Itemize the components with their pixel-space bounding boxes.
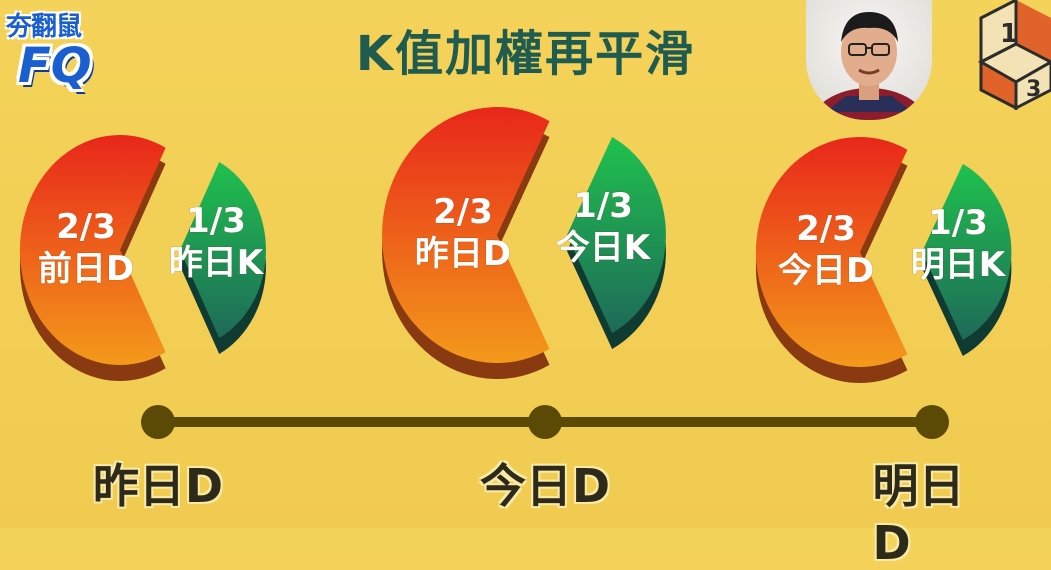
timeline-dot-1 <box>141 405 175 439</box>
pie-big-label: 前日D <box>38 249 134 289</box>
pie-big-fraction: 2/3 <box>56 207 116 247</box>
pie-big-slice <box>755 136 908 367</box>
pie-big-fraction: 2/3 <box>433 192 493 232</box>
pie-big-slice <box>382 106 550 363</box>
dice-icon: 1 3 <box>976 0 1051 111</box>
pie-big-fraction: 2/3 <box>796 209 856 249</box>
dice-top-number: 1 <box>1000 19 1018 49</box>
pie-small-fraction: 1/3 <box>928 203 988 243</box>
pie-big-slice <box>19 134 166 365</box>
pie-big-label: 昨日D <box>415 234 511 274</box>
pie-small-slice <box>180 162 266 338</box>
dice-bottom-number: 3 <box>1026 77 1041 102</box>
brand-fq: FQ <box>18 38 92 94</box>
pie-small-label: 今日K <box>556 228 652 268</box>
timeline-label-2: 今日D <box>479 459 611 513</box>
brand-logo: 夯翻鼠 FQ <box>4 2 114 102</box>
timeline-dot-3 <box>915 405 949 439</box>
timeline-label-3: 明日D <box>872 459 965 570</box>
brand-name: 夯翻鼠 <box>6 12 82 42</box>
timeline-label-1: 昨日D <box>92 459 224 513</box>
pie-small-fraction: 1/3 <box>573 186 633 226</box>
pie-small-label: 明日K <box>911 245 1007 285</box>
page-title: K值加權再平滑 <box>355 26 696 82</box>
pie-small-label: 昨日K <box>169 243 265 283</box>
pie-small-slice <box>922 164 1012 340</box>
pie-small-slice <box>567 137 666 333</box>
timeline-dot-2 <box>528 405 562 439</box>
presenter-avatar <box>806 0 932 120</box>
pie-big-label: 今日D <box>778 251 874 291</box>
pie-small-fraction: 1/3 <box>186 201 246 241</box>
